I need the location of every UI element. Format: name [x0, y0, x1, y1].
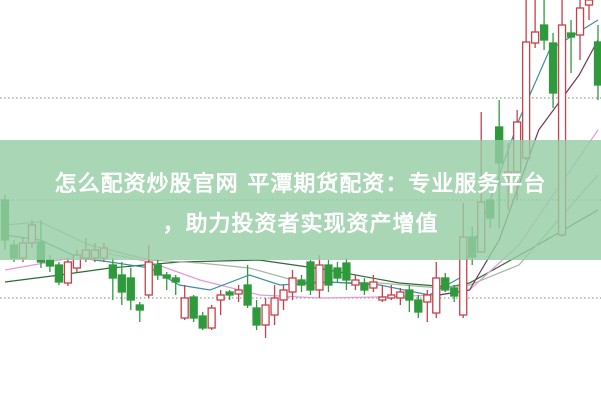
- candle-up: [530, 31, 540, 44]
- candle-down: [324, 264, 333, 286]
- candle-up: [63, 261, 73, 284]
- candle-up: [351, 279, 360, 286]
- candle-up: [369, 281, 378, 289]
- candle-down: [45, 259, 55, 267]
- candle-up: [396, 291, 405, 299]
- candle-down: [414, 299, 423, 313]
- candle-down: [548, 42, 558, 94]
- candle-down: [198, 315, 207, 329]
- candle-down: [566, 32, 576, 38]
- candle-down: [162, 274, 171, 279]
- candle-down: [153, 264, 162, 276]
- candle-up: [207, 307, 216, 329]
- candle-up: [279, 289, 288, 301]
- candle-down: [54, 264, 64, 283]
- candle-up: [144, 261, 153, 296]
- candle-down: [333, 267, 342, 279]
- candle-up: [180, 297, 189, 319]
- candle-down: [306, 261, 315, 291]
- title-line-1: 怎么配资炒股官网 平潭期货配资：专业服务平台: [54, 172, 547, 197]
- candle-up: [216, 294, 225, 301]
- candle-up: [270, 297, 279, 316]
- candle-up: [387, 294, 396, 299]
- candle-down: [297, 279, 306, 286]
- candle-up: [378, 296, 387, 301]
- candle-down: [243, 284, 252, 306]
- candle-up: [575, 7, 585, 36]
- candle-down: [450, 287, 459, 297]
- title-banner: 怎么配资炒股官网 平潭期货配资：专业服务平台 ，助力投资者实现资产增值: [0, 140, 601, 260]
- candle-down: [126, 277, 135, 301]
- candle-down: [405, 289, 414, 301]
- candle-up: [315, 264, 324, 291]
- candle-up: [432, 277, 441, 314]
- candle-down: [441, 277, 450, 291]
- candle-down: [360, 282, 369, 291]
- candle-down: [342, 262, 351, 281]
- candle-down: [539, 24, 549, 41]
- candle-up: [234, 289, 243, 295]
- candle-down: [135, 304, 144, 311]
- candle-down: [225, 291, 234, 296]
- candle-down: [117, 274, 126, 293]
- candle-down: [108, 264, 117, 279]
- candle-up: [261, 304, 270, 326]
- candle-down: [593, 41, 601, 86]
- candle-up: [584, 0, 594, 6]
- candle-down: [252, 307, 261, 326]
- candle-up: [423, 294, 432, 303]
- title-line-2: ，助力投资者实现资产增值: [162, 212, 439, 237]
- candle-down: [189, 296, 198, 319]
- candle-down: [171, 277, 180, 283]
- candle-up: [288, 277, 297, 293]
